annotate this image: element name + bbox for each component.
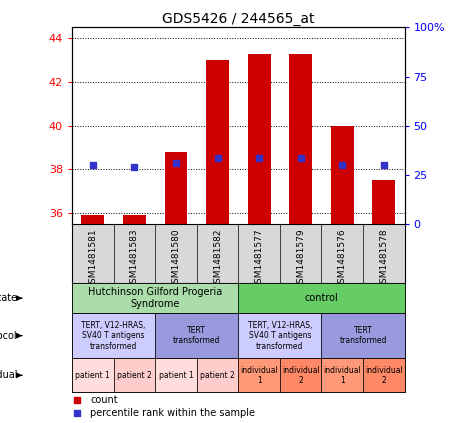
- Text: GSM1481578: GSM1481578: [379, 228, 388, 289]
- Bar: [280, 358, 321, 392]
- Bar: [331, 126, 354, 224]
- Bar: [155, 313, 239, 358]
- Text: patient 2: patient 2: [200, 371, 235, 380]
- Text: patient 2: patient 2: [117, 371, 152, 380]
- Text: individual
1: individual 1: [323, 365, 361, 385]
- Bar: [372, 180, 395, 224]
- Text: patient 1: patient 1: [75, 371, 110, 380]
- Bar: [239, 358, 280, 392]
- Bar: [289, 54, 312, 224]
- Text: individual
2: individual 2: [365, 365, 403, 385]
- Bar: [321, 313, 405, 358]
- Text: GSM1481582: GSM1481582: [213, 228, 222, 289]
- Text: GSM1481580: GSM1481580: [172, 228, 180, 289]
- Text: control: control: [305, 293, 339, 303]
- Text: TERT
transformed: TERT transformed: [173, 326, 220, 345]
- Text: individual
2: individual 2: [282, 365, 319, 385]
- Text: patient 1: patient 1: [159, 371, 193, 380]
- Bar: [72, 358, 113, 392]
- Text: TERT, V12-HRAS,
SV40 T antigens
transformed: TERT, V12-HRAS, SV40 T antigens transfor…: [81, 321, 146, 351]
- Bar: [113, 358, 155, 392]
- Text: percentile rank within the sample: percentile rank within the sample: [90, 408, 255, 418]
- Bar: [72, 283, 239, 313]
- Bar: [165, 152, 187, 224]
- Text: GSM1481577: GSM1481577: [255, 228, 264, 289]
- Text: individual
1: individual 1: [240, 365, 278, 385]
- Bar: [123, 215, 146, 224]
- Bar: [206, 60, 229, 224]
- Title: GDS5426 / 244565_at: GDS5426 / 244565_at: [162, 12, 314, 27]
- Bar: [197, 358, 239, 392]
- Text: individual: individual: [0, 370, 17, 380]
- Bar: [321, 358, 363, 392]
- Bar: [155, 358, 197, 392]
- Text: protocol: protocol: [0, 331, 17, 341]
- Text: GSM1481583: GSM1481583: [130, 228, 139, 289]
- Bar: [239, 313, 321, 358]
- Bar: [239, 283, 405, 313]
- Bar: [248, 54, 271, 224]
- Text: GSM1481576: GSM1481576: [338, 228, 347, 289]
- Text: Hutchinson Gilford Progeria
Syndrome: Hutchinson Gilford Progeria Syndrome: [88, 287, 222, 309]
- Bar: [81, 215, 104, 224]
- Text: GSM1481581: GSM1481581: [88, 228, 97, 289]
- Text: count: count: [90, 395, 118, 404]
- Text: disease state: disease state: [0, 293, 17, 303]
- Text: TERT, V12-HRAS,
SV40 T antigens
transformed: TERT, V12-HRAS, SV40 T antigens transfor…: [248, 321, 312, 351]
- Text: TERT
transformed: TERT transformed: [339, 326, 387, 345]
- Text: GSM1481579: GSM1481579: [296, 228, 305, 289]
- Bar: [72, 313, 155, 358]
- Bar: [363, 358, 405, 392]
